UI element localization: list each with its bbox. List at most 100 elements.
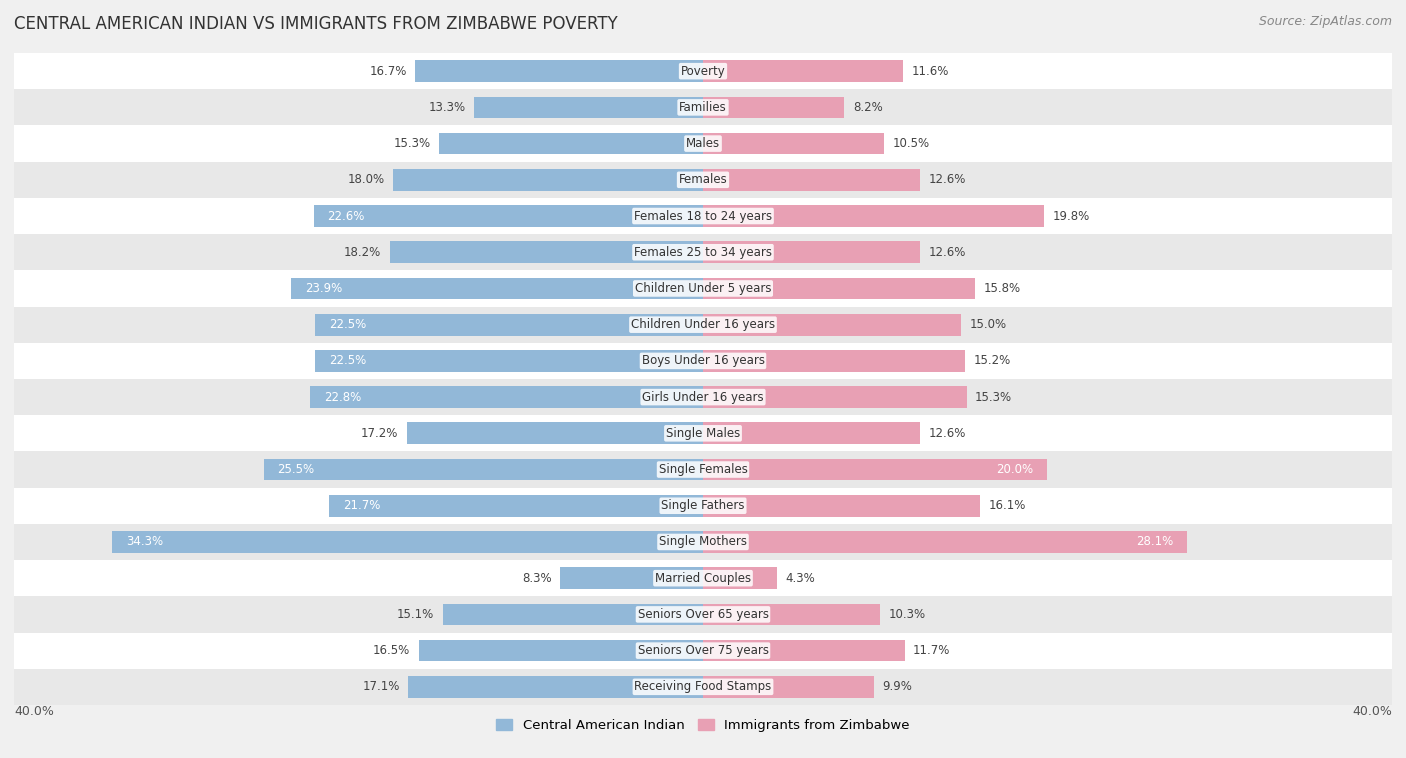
Text: 16.5%: 16.5% xyxy=(373,644,411,657)
Text: Girls Under 16 years: Girls Under 16 years xyxy=(643,390,763,403)
Bar xyxy=(314,205,703,227)
Text: 22.8%: 22.8% xyxy=(323,390,361,403)
Text: Poverty: Poverty xyxy=(681,64,725,77)
Text: 15.1%: 15.1% xyxy=(396,608,434,621)
Text: 22.5%: 22.5% xyxy=(329,355,367,368)
Legend: Central American Indian, Immigrants from Zimbabwe: Central American Indian, Immigrants from… xyxy=(491,714,915,738)
Text: Single Fathers: Single Fathers xyxy=(661,500,745,512)
Text: 23.9%: 23.9% xyxy=(305,282,343,295)
Bar xyxy=(14,632,1392,669)
Bar xyxy=(14,597,1392,632)
Bar xyxy=(291,277,703,299)
Bar xyxy=(14,343,1392,379)
Bar xyxy=(14,89,1392,126)
Bar xyxy=(419,640,703,662)
Text: Seniors Over 65 years: Seniors Over 65 years xyxy=(637,608,769,621)
Text: 11.7%: 11.7% xyxy=(912,644,950,657)
Bar xyxy=(703,205,1045,227)
Bar xyxy=(703,133,884,155)
Bar xyxy=(703,387,966,408)
Text: 28.1%: 28.1% xyxy=(1136,535,1173,549)
Bar xyxy=(560,567,703,589)
Text: 4.3%: 4.3% xyxy=(786,572,815,584)
Text: Receiving Food Stamps: Receiving Food Stamps xyxy=(634,681,772,694)
Text: Boys Under 16 years: Boys Under 16 years xyxy=(641,355,765,368)
Bar xyxy=(703,676,873,697)
Text: 15.3%: 15.3% xyxy=(976,390,1012,403)
Text: 17.1%: 17.1% xyxy=(363,681,399,694)
Bar xyxy=(703,495,980,517)
Bar xyxy=(315,350,703,371)
Text: Females 18 to 24 years: Females 18 to 24 years xyxy=(634,209,772,223)
Bar xyxy=(703,531,1187,553)
Text: Source: ZipAtlas.com: Source: ZipAtlas.com xyxy=(1258,15,1392,28)
Text: 40.0%: 40.0% xyxy=(1353,705,1392,718)
Text: Families: Families xyxy=(679,101,727,114)
Text: 16.7%: 16.7% xyxy=(370,64,406,77)
Bar xyxy=(112,531,703,553)
Text: Single Males: Single Males xyxy=(666,427,740,440)
Text: 8.2%: 8.2% xyxy=(853,101,883,114)
Bar xyxy=(443,603,703,625)
Bar xyxy=(14,306,1392,343)
Text: 13.3%: 13.3% xyxy=(429,101,465,114)
Text: 15.8%: 15.8% xyxy=(984,282,1021,295)
Text: 10.5%: 10.5% xyxy=(893,137,929,150)
Bar xyxy=(14,198,1392,234)
Text: Males: Males xyxy=(686,137,720,150)
Bar xyxy=(315,314,703,336)
Bar xyxy=(14,271,1392,306)
Text: Single Females: Single Females xyxy=(658,463,748,476)
Bar xyxy=(14,524,1392,560)
Bar xyxy=(703,567,778,589)
Bar xyxy=(474,96,703,118)
Bar xyxy=(440,133,703,155)
Text: Seniors Over 75 years: Seniors Over 75 years xyxy=(637,644,769,657)
Bar xyxy=(703,61,903,82)
Bar xyxy=(703,350,965,371)
Text: 9.9%: 9.9% xyxy=(882,681,912,694)
Bar xyxy=(703,314,962,336)
Bar xyxy=(406,422,703,444)
Text: Single Mothers: Single Mothers xyxy=(659,535,747,549)
Text: 10.3%: 10.3% xyxy=(889,608,927,621)
Bar xyxy=(703,96,844,118)
Bar xyxy=(311,387,703,408)
Text: 22.5%: 22.5% xyxy=(329,318,367,331)
Text: 21.7%: 21.7% xyxy=(343,500,381,512)
Bar xyxy=(703,603,880,625)
Text: CENTRAL AMERICAN INDIAN VS IMMIGRANTS FROM ZIMBABWE POVERTY: CENTRAL AMERICAN INDIAN VS IMMIGRANTS FR… xyxy=(14,15,617,33)
Bar xyxy=(264,459,703,481)
Text: 12.6%: 12.6% xyxy=(928,246,966,258)
Text: Children Under 16 years: Children Under 16 years xyxy=(631,318,775,331)
Text: 11.6%: 11.6% xyxy=(911,64,949,77)
Bar xyxy=(14,234,1392,271)
Bar xyxy=(14,126,1392,161)
Bar xyxy=(389,241,703,263)
Bar xyxy=(703,277,976,299)
Bar xyxy=(703,241,920,263)
Bar xyxy=(14,452,1392,487)
Text: 40.0%: 40.0% xyxy=(14,705,53,718)
Text: 34.3%: 34.3% xyxy=(127,535,163,549)
Text: 19.8%: 19.8% xyxy=(1053,209,1090,223)
Bar xyxy=(703,422,920,444)
Text: 12.6%: 12.6% xyxy=(928,174,966,186)
Bar xyxy=(14,415,1392,452)
Text: 22.6%: 22.6% xyxy=(328,209,366,223)
Text: 12.6%: 12.6% xyxy=(928,427,966,440)
Bar xyxy=(14,53,1392,89)
Text: 8.3%: 8.3% xyxy=(522,572,551,584)
Text: 15.2%: 15.2% xyxy=(973,355,1011,368)
Text: 18.0%: 18.0% xyxy=(347,174,384,186)
Bar xyxy=(329,495,703,517)
Bar xyxy=(703,459,1047,481)
Bar xyxy=(14,487,1392,524)
Text: 15.0%: 15.0% xyxy=(970,318,1007,331)
Text: Females: Females xyxy=(679,174,727,186)
Bar xyxy=(415,61,703,82)
Bar xyxy=(14,161,1392,198)
Text: Married Couples: Married Couples xyxy=(655,572,751,584)
Text: Females 25 to 34 years: Females 25 to 34 years xyxy=(634,246,772,258)
Bar xyxy=(703,640,904,662)
